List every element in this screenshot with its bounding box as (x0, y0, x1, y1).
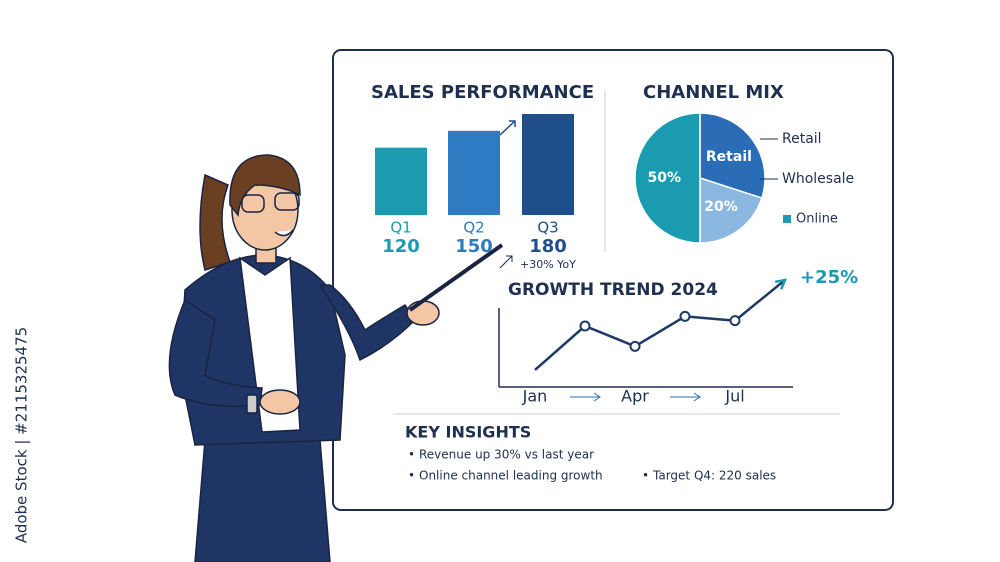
arrow (499, 255, 513, 269)
insight: Target Q4: 220 sales (652, 469, 776, 483)
bar (375, 147, 427, 215)
annotation: +25% (800, 267, 858, 288)
x-tick-label: Jan (522, 387, 548, 406)
bar (448, 130, 500, 215)
chart-title: CHANNEL MIX (643, 82, 784, 103)
value-label: 150 (455, 236, 493, 257)
x-tick-label: Apr (621, 387, 649, 406)
bullet: • (408, 469, 415, 483)
pie-slice (699, 176, 763, 244)
bullet: • (408, 448, 415, 462)
insight: Revenue up 30% vs last year (419, 448, 594, 462)
arrow-head (774, 278, 788, 290)
annotation: +30% YoY (520, 258, 576, 271)
presenter (168, 154, 504, 562)
bar (522, 114, 574, 215)
watermark: Adobe Stock | #2115325475 (13, 327, 31, 543)
point (729, 315, 741, 327)
chart-title: GROWTH TREND 2024 (508, 280, 718, 300)
category-label: Q1 (390, 219, 411, 237)
bullet: • (642, 469, 649, 483)
point (629, 340, 641, 352)
point (679, 310, 691, 322)
insight: Online channel leading growth (419, 469, 603, 483)
category-label: Q3 (537, 219, 558, 237)
category-label: Q2 (463, 219, 484, 237)
value-label: 50% (647, 170, 681, 186)
line (534, 279, 786, 371)
legend-label: Retail (782, 131, 822, 147)
arrow (499, 120, 516, 136)
pie-slice (699, 112, 766, 200)
pie-slice (634, 112, 701, 244)
value-label: 120 (382, 236, 420, 257)
arrow (570, 392, 701, 402)
point (579, 320, 591, 332)
legend-label: Wholesale (782, 171, 854, 187)
value-label: 180 (529, 236, 567, 257)
insights-title: KEY INSIGHTS (405, 423, 531, 442)
legend-swatch (783, 215, 791, 223)
value-label: 20% (704, 199, 738, 215)
x-tick-label: Jul (724, 387, 744, 406)
chart-title: SALES PERFORMANCE (371, 82, 594, 103)
slice-label: Retail (706, 149, 752, 165)
legend-label: Online (796, 212, 838, 227)
